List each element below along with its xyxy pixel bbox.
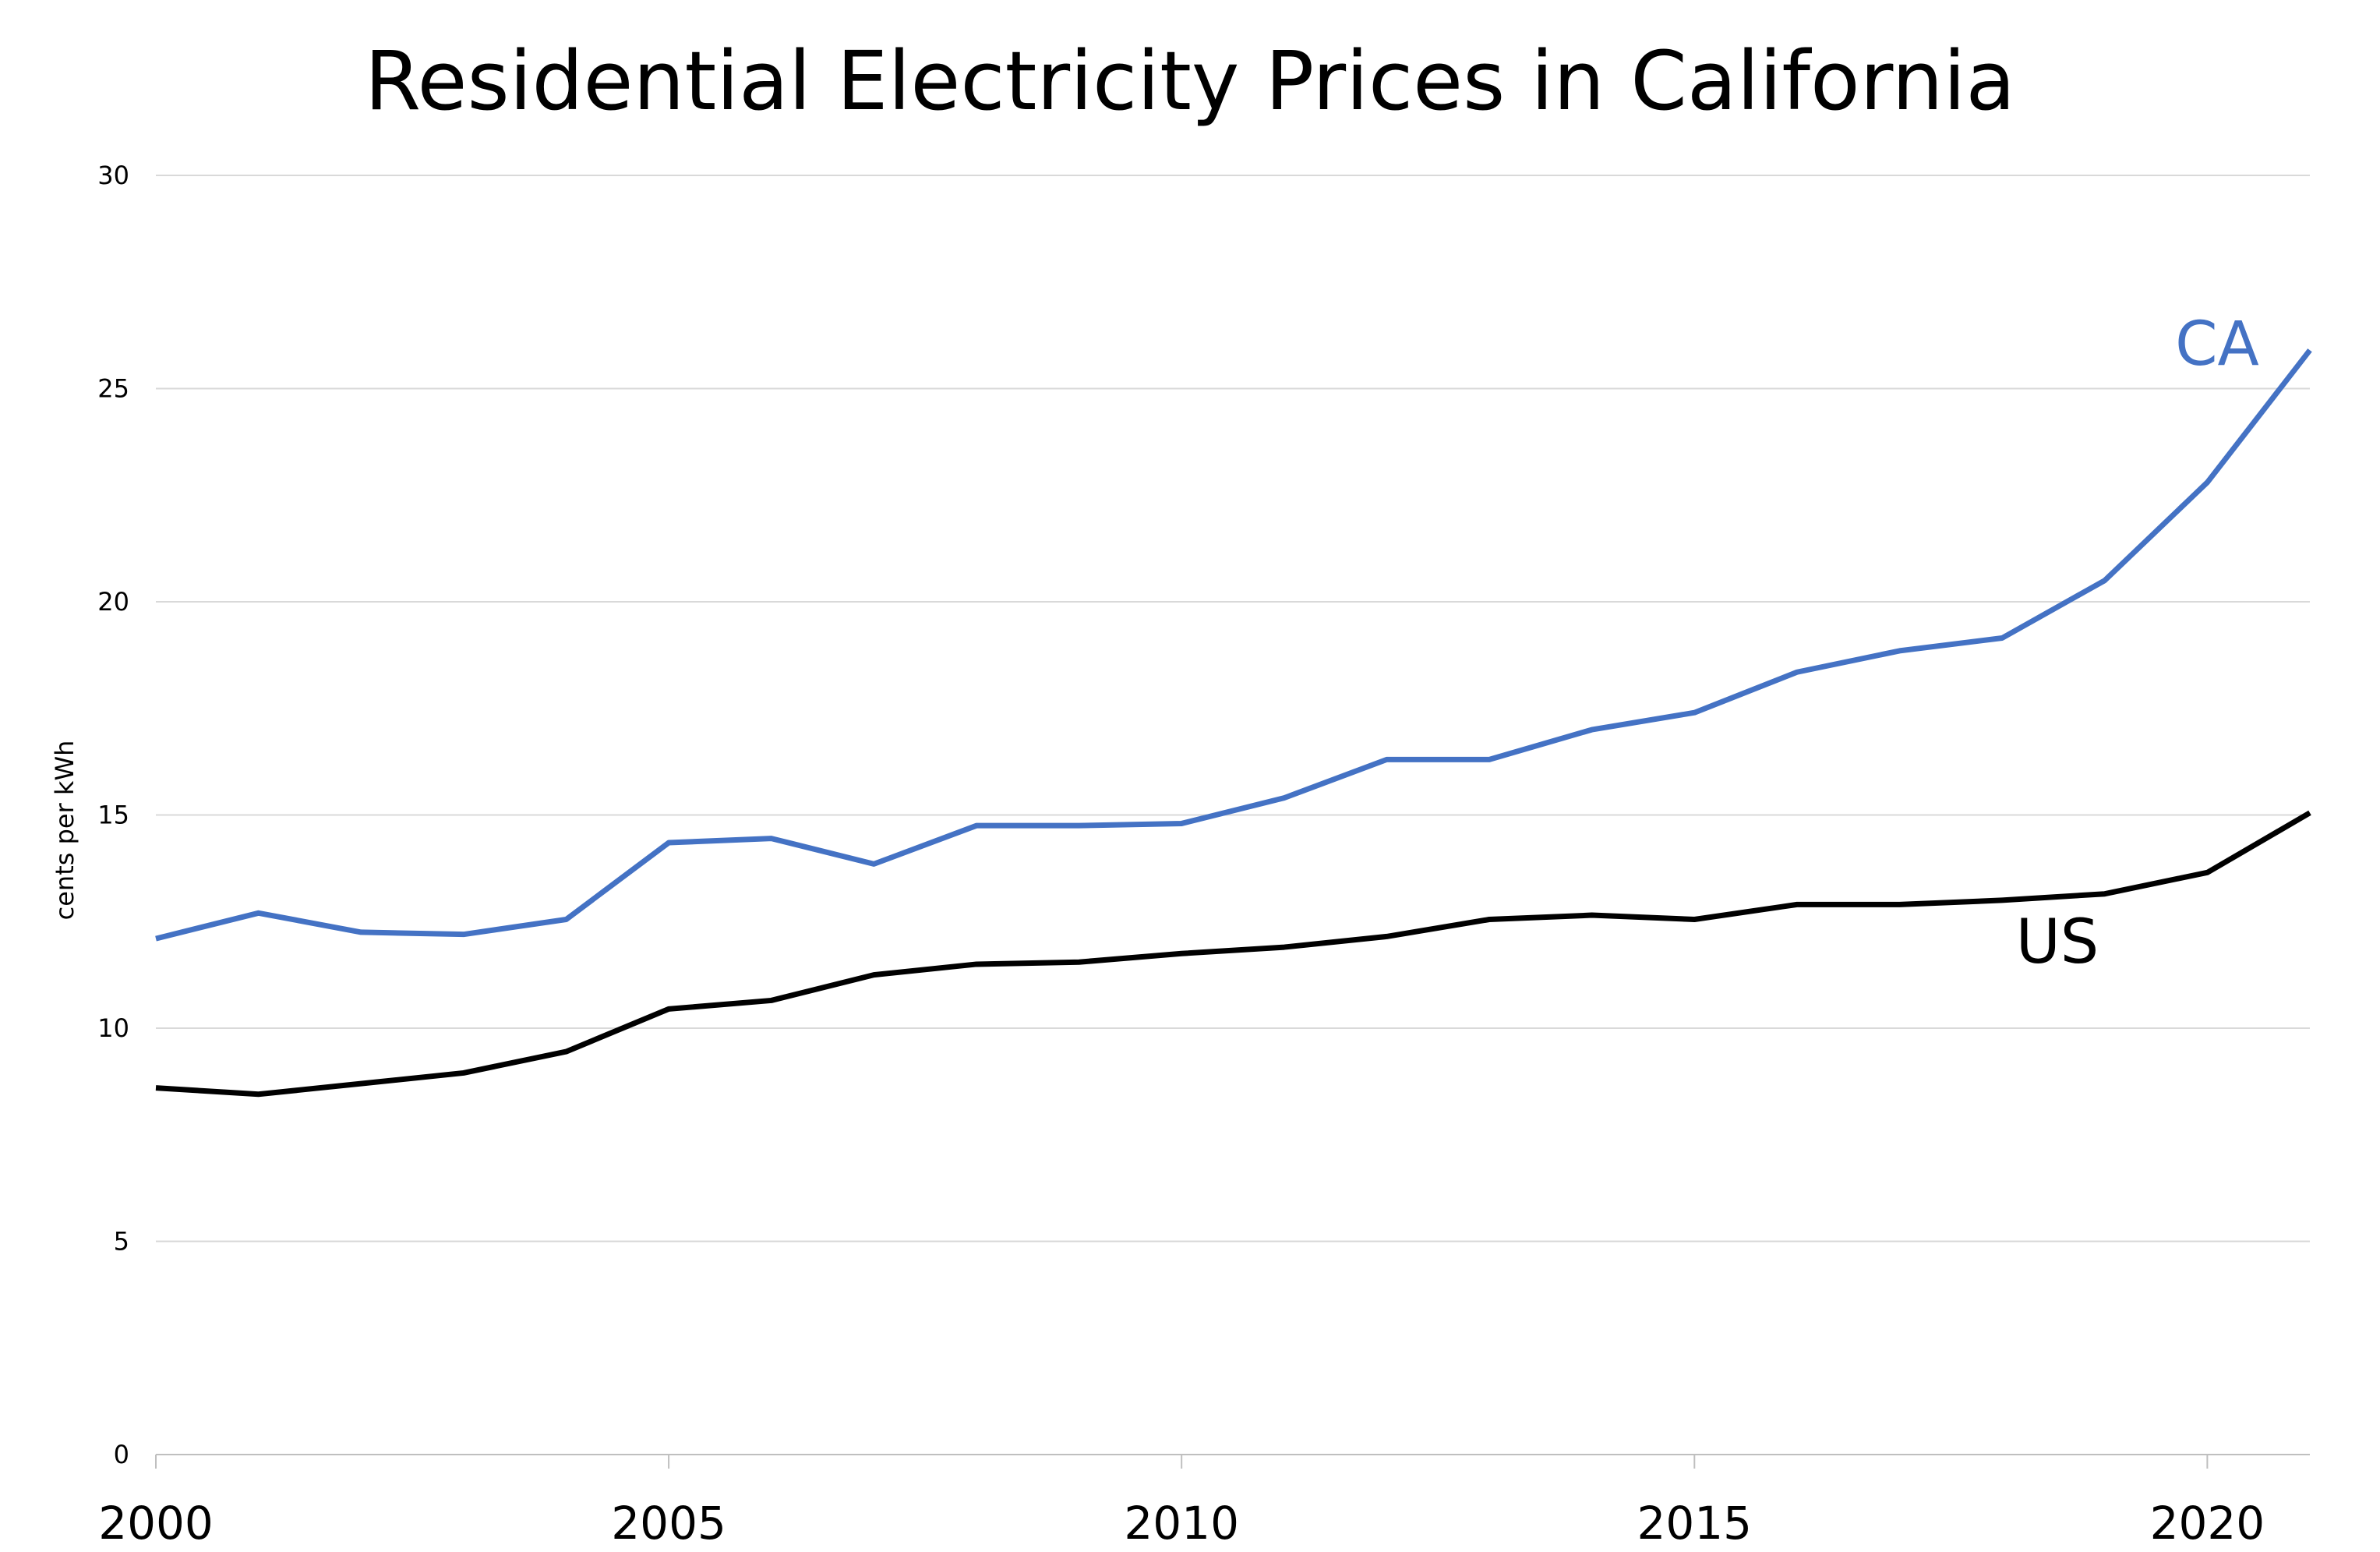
series-line-ca — [155, 348, 2312, 942]
series-line-us — [155, 810, 2311, 1098]
y-tick-label-10: 10 — [97, 1013, 129, 1043]
gridlines — [156, 175, 2310, 1243]
series-label-us: US — [2016, 907, 2099, 978]
y-tick-label-0: 0 — [114, 1440, 129, 1469]
x-tick-label-2010: 2010 — [1124, 1497, 1239, 1550]
x-axis: 2000 2005 2010 2015 2020 — [98, 1454, 2310, 1550]
x-tick-label-2000: 2000 — [98, 1497, 214, 1550]
x-tick-label-2020: 2020 — [2150, 1497, 2265, 1550]
y-tick-label-25: 25 — [97, 374, 129, 404]
series-labels: CA US — [2016, 309, 2259, 978]
y-tick-label-15: 15 — [97, 801, 129, 830]
x-tick-label-2015: 2015 — [1637, 1497, 1752, 1550]
chart-title: Residential Electricity Prices in Califo… — [365, 34, 2015, 129]
y-axis-ticks: 0 5 10 15 20 25 30 — [97, 161, 129, 1469]
y-tick-label-5: 5 — [114, 1227, 129, 1257]
y-tick-label-30: 30 — [97, 161, 129, 190]
series-lines — [155, 348, 2312, 1098]
y-axis-label: cents per kWh — [50, 741, 79, 921]
x-tick-label-2005: 2005 — [611, 1497, 726, 1550]
y-tick-label-20: 20 — [97, 587, 129, 617]
series-label-ca: CA — [2175, 309, 2259, 380]
